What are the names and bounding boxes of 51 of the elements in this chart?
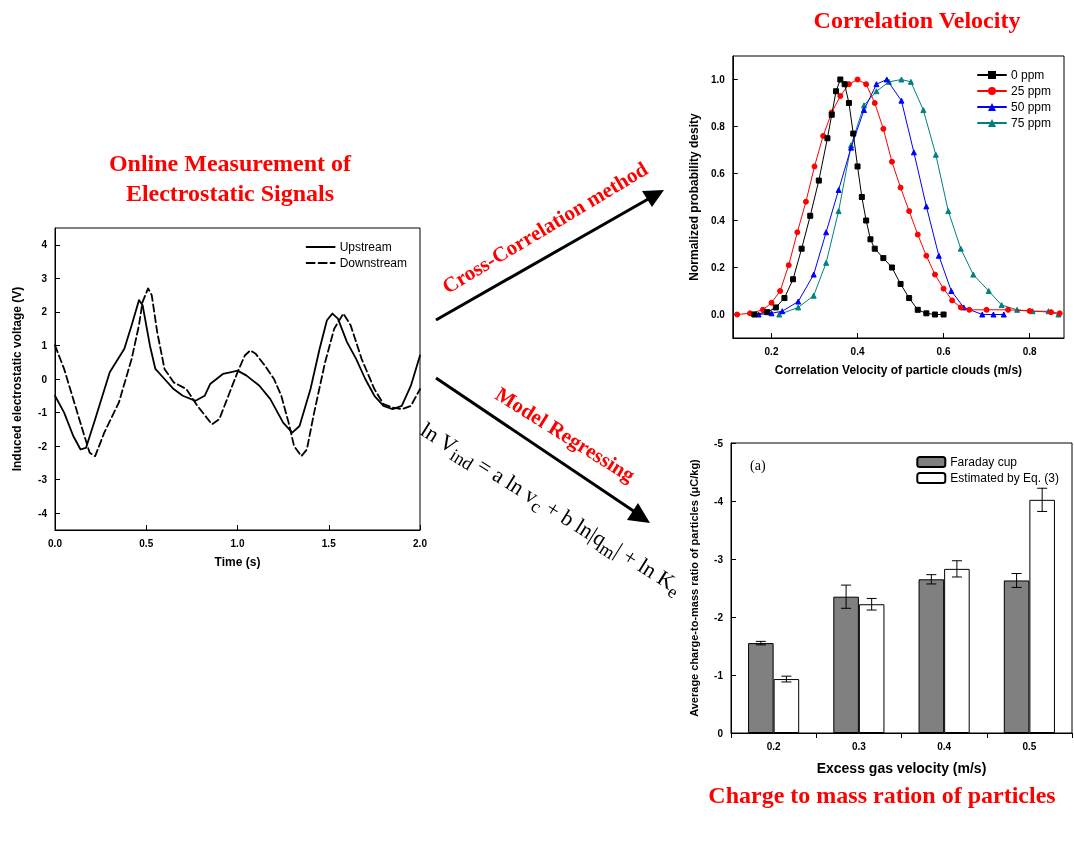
y-axis-title: Average charge-to-mass ratio of particles (μC/kg) — [687, 458, 700, 717]
x-tick-label: 1.0 — [230, 537, 245, 549]
x-tick-label: 0.2 — [766, 740, 782, 752]
y-tick-label: -3 — [714, 553, 724, 565]
y-tick-label: 1 — [41, 339, 48, 351]
x-tick-label: 0.4 — [937, 740, 952, 752]
x-tick-label: 0.5 — [139, 537, 154, 549]
x-tick-label: 0.2 — [764, 345, 779, 357]
y-tick-label: -2 — [714, 611, 724, 623]
x-tick-label: 1.5 — [321, 537, 337, 549]
x-tick-label: 0.4 — [850, 345, 865, 357]
y-tick-label: 0.8 — [710, 121, 726, 132]
chart-title: Online Measurement of Electrostatic Signals — [107, 149, 353, 208]
legend-label: 0 ppm — [1010, 68, 1045, 82]
x-tick-label: 0.5 — [1022, 740, 1037, 752]
y-tick-label: 0.4 — [710, 215, 726, 226]
y-axis-title: Normalized probability desity — [687, 112, 701, 281]
y-tick-label: 0.0 — [710, 309, 726, 320]
legend-label: 50 ppm — [1010, 100, 1052, 114]
legend-label: Downstream — [339, 256, 408, 270]
x-tick-label: 0.8 — [1022, 345, 1037, 357]
legend-label: Upstream — [339, 240, 392, 254]
y-tick-label: 1.0 — [710, 74, 726, 85]
chart-title: Correlation Velocity — [812, 6, 1022, 35]
y-tick-label: -5 — [714, 437, 724, 449]
y-tick-label: 0 — [41, 373, 48, 385]
x-axis-title: Time (s) — [214, 555, 261, 569]
x-tick-label: 2.0 — [413, 537, 428, 549]
y-tick-label: -3 — [38, 474, 48, 486]
x-tick-label: 0.3 — [851, 740, 867, 752]
y-tick-label: 3 — [41, 272, 48, 284]
y-tick-label: 2 — [41, 306, 48, 318]
y-tick-label: -4 — [714, 495, 724, 507]
y-tick-label: 0 — [717, 727, 724, 739]
legend-label: 25 ppm — [1010, 84, 1052, 98]
x-tick-label: 0.6 — [936, 345, 951, 357]
annotation: (a) — [750, 458, 766, 474]
y-tick-label: -1 — [38, 407, 48, 419]
x-axis-title: Excess gas velocity (m/s) — [816, 760, 987, 776]
legend-label: Faraday cup — [950, 455, 1018, 469]
legend-label: 75 ppm — [1010, 116, 1052, 130]
y-tick-label: 0.6 — [710, 168, 726, 179]
y-tick-label: 4 — [41, 239, 48, 251]
text: Charge to mass ration of particles — [707, 781, 1057, 810]
legend-label: Estimated by Eq. (3) — [950, 471, 1060, 485]
y-tick-label: 0.2 — [710, 262, 726, 273]
y-tick-label: -4 — [38, 507, 48, 519]
x-axis-title: Correlation Velocity of particle clouds (m/s) — [774, 363, 1023, 377]
y-axis-title: Induced electrostatic voltage (V) — [10, 286, 24, 472]
y-tick-label: -2 — [38, 440, 48, 452]
y-tick-label: -1 — [714, 669, 724, 681]
